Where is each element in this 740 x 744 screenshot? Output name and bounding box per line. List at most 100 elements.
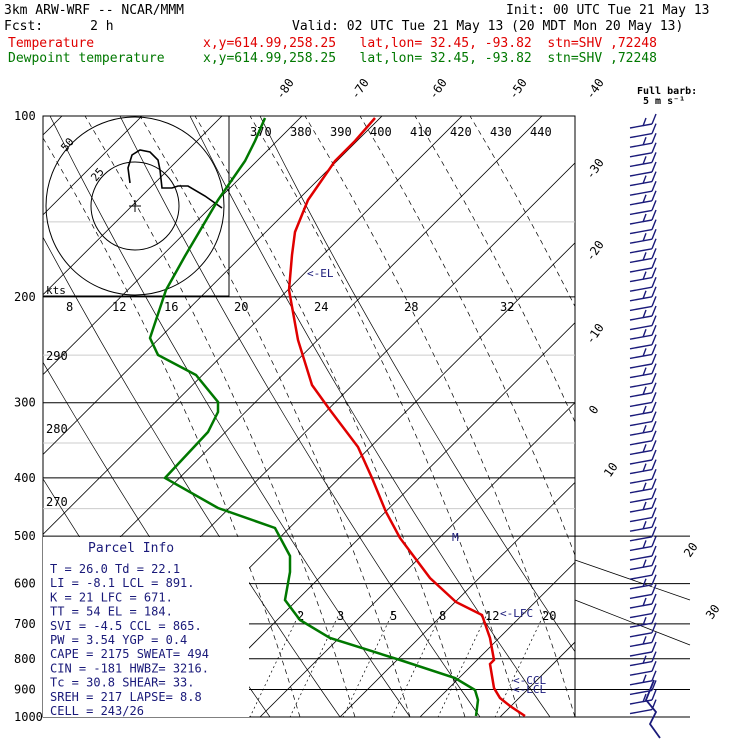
temperature-profile <box>287 117 526 718</box>
parcel-row-7: CIN = -181 HWBZ= 3216. <box>50 661 209 675</box>
mixing-ratio-label-3: 3 <box>337 609 344 623</box>
wind-barb <box>629 670 657 686</box>
isotherm <box>179 322 575 717</box>
wind-barb <box>629 468 657 484</box>
wind-barb <box>629 305 657 321</box>
wind-barb <box>629 286 657 302</box>
wind-barb <box>629 344 657 360</box>
wind-barb <box>629 612 657 628</box>
parcel-row-9: SREH = 217 LAPSE= 8.8 <box>50 690 202 704</box>
dewpoint-profile <box>148 117 480 717</box>
theta-e-label-440: 440 <box>530 125 552 139</box>
m-marker: M <box>452 531 459 544</box>
mixing-ratio-label-20: 20 <box>542 609 556 623</box>
legend-dewpoint-label: Dewpoint temperature <box>8 51 165 66</box>
wind-barb <box>629 209 657 225</box>
wind-barbs <box>629 113 661 739</box>
isotherm <box>43 116 543 615</box>
wind-barb <box>629 401 657 417</box>
isotherm <box>43 116 463 535</box>
parcel-title: Parcel Info <box>88 541 174 556</box>
wind-barb <box>629 507 657 523</box>
barb-legend-line1: Full barb: <box>637 86 697 97</box>
parcel-row-6: CAPE = 2175 SWEAT= 494 <box>50 647 209 661</box>
barb-legend-line2: 5 m s⁻¹ <box>643 96 685 107</box>
wind-barb <box>629 430 657 446</box>
forecast-hour: Fcst: 2 h <box>4 19 114 34</box>
isotherm-right-label: -30 <box>583 156 607 182</box>
wind-barb <box>629 171 657 187</box>
wind-barb <box>629 641 657 657</box>
parcel-row-8: Tc = 30.8 SHEAR= 33. <box>50 676 195 690</box>
adiabat-label-290: 290 <box>46 349 68 363</box>
wind-barb <box>629 372 657 388</box>
wind-barb <box>629 123 657 139</box>
theta-e-label-370: 370 <box>250 125 272 139</box>
isotherm-top-label: -40 <box>583 76 607 102</box>
dry-adiabat <box>43 236 341 717</box>
wind-barb <box>629 497 657 513</box>
wind-barb <box>629 584 657 600</box>
parcel-box <box>43 537 249 717</box>
isotherm-right-label: 10 <box>601 460 621 480</box>
wind-barb <box>629 545 657 561</box>
theta-e-label-400: 400 <box>370 125 392 139</box>
wind-barb <box>629 200 657 216</box>
parcel-row-1: LI = -8.1 LCL = 891. <box>50 576 195 590</box>
wind-barb <box>629 555 657 571</box>
valid-time: Valid: 02 UTC Tue 21 May 13 (20 MDT Mon … <box>292 19 683 34</box>
adiabat-label-280: 280 <box>46 422 68 436</box>
isotherm-right-label: -10 <box>583 321 607 347</box>
init-time: Init: 00 UTC Tue 21 May 13 <box>506 3 710 18</box>
isotherm <box>43 116 383 456</box>
wind-barb <box>629 248 657 264</box>
pressure-label-300: 300 <box>14 396 36 410</box>
pressure-label-800: 800 <box>14 652 36 666</box>
parcel-row-10: CELL = 243/26 <box>50 704 144 718</box>
dry-adiabat <box>259 116 575 653</box>
wind-barb <box>629 526 657 542</box>
moist-adiabat <box>249 116 521 717</box>
hodo-ring-label-25: 25 <box>88 165 106 184</box>
pressure-label-1000: 1000 <box>14 710 43 724</box>
theta-e-label-390: 390 <box>330 125 352 139</box>
mixing-ratio-label-5: 5 <box>390 609 397 623</box>
isotherm-ext <box>574 599 691 646</box>
isotherm-right-label: 30 <box>703 602 723 622</box>
isotherm <box>43 116 303 376</box>
parcel-info-panel: Parcel Info T = 26.0 Td = 22.1LI = -8.1 L… <box>43 537 249 718</box>
parcel-row-3: TT = 54 EL = 184. <box>50 605 173 619</box>
hodo-unit: kts <box>46 284 66 297</box>
pressure-label-900: 900 <box>14 682 36 696</box>
wind-barb <box>629 622 657 638</box>
low-level-barbs <box>644 679 661 739</box>
model-title: 3km ARW-WRF -- NCAR/MMM <box>4 3 184 18</box>
speed-scale-label-28: 28 <box>404 300 418 314</box>
isotherm-top-label: -80 <box>273 76 297 102</box>
theta-e-label-430: 430 <box>490 125 512 139</box>
legend-temperature-info: x,y=614.99,258.25 lat,lon= 32.45, -93.82… <box>203 36 657 51</box>
wind-barb <box>629 564 657 580</box>
wind-barb <box>629 574 657 590</box>
theta-e-label-410: 410 <box>410 125 432 139</box>
wind-barb <box>629 180 657 196</box>
el-marker: <-EL <box>307 267 334 280</box>
legend-dewpoint-info: x,y=614.99,258.25 lat,lon= 32.45, -93.82… <box>203 51 657 66</box>
wind-barb <box>629 680 657 696</box>
mixing-ratio-line <box>249 611 301 717</box>
mixing-ratio-line <box>342 611 394 717</box>
mixing-ratio-line <box>391 611 443 717</box>
mixing-ratio-label-8: 8 <box>439 609 446 623</box>
mixing-ratio-line <box>289 611 341 717</box>
wind-barb <box>629 334 657 350</box>
pressure-label-700: 700 <box>14 617 36 631</box>
speed-scale-label-16: 16 <box>164 300 178 314</box>
isotherm-right-label: 0 <box>586 403 602 417</box>
isotherm <box>259 401 575 717</box>
pressure-label-400: 400 <box>14 471 36 485</box>
wind-barb <box>629 478 657 494</box>
moist-adiabat <box>304 116 575 717</box>
isotherm-top-label: -60 <box>426 76 450 102</box>
wind-barb <box>629 411 657 427</box>
isotherm <box>339 481 575 717</box>
